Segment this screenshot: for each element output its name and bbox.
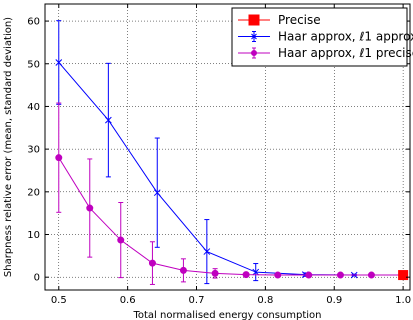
marker-circle (274, 271, 282, 279)
marker-circle (55, 154, 63, 162)
y-tick-label: 40 (27, 102, 40, 113)
y-tick-label: 20 (27, 187, 40, 198)
marker-circle (148, 259, 156, 267)
axis-ticks: 0.5 0.6 0.7 0.8 0.9 1.0 0 10 20 30 40 50 60 (27, 4, 411, 306)
y-tick-label: 50 (27, 59, 40, 70)
series-2 (55, 102, 407, 285)
marker-circle (251, 50, 257, 56)
marker-x (252, 268, 260, 276)
marker-square (248, 14, 260, 26)
y-tick-label: 0 (34, 273, 40, 284)
marker-circle (242, 271, 250, 279)
y-tick-label: 10 (27, 230, 40, 241)
marker-square (398, 270, 409, 281)
y-axis-label: Sharpness relative error (mean, standard… (3, 17, 14, 277)
x-tick-label: 0.8 (257, 295, 273, 306)
marker-x (203, 248, 211, 255)
marker-circle (336, 271, 344, 279)
x-tick-label: 0.9 (326, 295, 342, 306)
legend: Precise Haar approx, ℓ1 approx Haar approx… (231, 7, 413, 67)
series-line (58, 62, 404, 276)
series-line (58, 157, 404, 276)
marker-x (153, 189, 161, 197)
marker-circle (305, 271, 313, 279)
marker-circle (367, 271, 375, 279)
x-tick-label: 0.5 (51, 295, 67, 306)
plot-frame (44, 3, 411, 291)
legend-label: Haar approx, ℓ1 precise (278, 46, 413, 60)
marker-x (55, 59, 63, 66)
x-axis-label: Total normalised energy consumption (132, 310, 321, 320)
legend-item: Haar approx, ℓ1 approx (238, 30, 413, 44)
y-tick-label: 60 (27, 17, 40, 28)
legend-label: Precise (278, 13, 321, 27)
y-tick-label: 30 (27, 145, 40, 156)
legend-item: Precise (238, 13, 321, 27)
grid-lines (45, 4, 410, 290)
legend-label: Haar approx, ℓ1 approx (278, 30, 413, 44)
plot-series (55, 20, 409, 285)
series-0 (398, 270, 409, 281)
x-tick-label: 0.7 (189, 295, 205, 306)
legend-item: Haar approx, ℓ1 precise (238, 46, 413, 60)
marker-circle (86, 204, 94, 212)
x-tick-label: 0.6 (120, 295, 136, 306)
marker-x (105, 116, 112, 124)
marker-x (251, 33, 257, 40)
marker-circle (179, 266, 187, 274)
marker-circle (117, 236, 125, 244)
marker-circle (211, 269, 219, 277)
x-tick-label: 1.0 (395, 295, 411, 306)
